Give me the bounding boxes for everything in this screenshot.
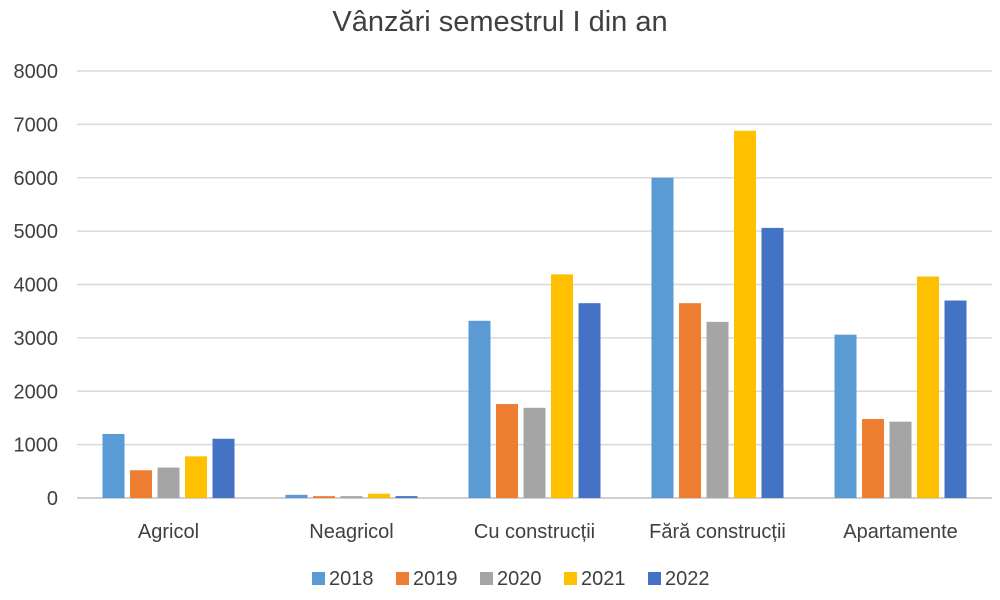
y-tick-label: 3000 <box>14 328 59 350</box>
bar-2019 <box>313 496 335 498</box>
chart-title: Vânzări semestrul I din an <box>332 6 668 38</box>
legend-swatch <box>480 572 493 585</box>
legend-swatch <box>396 572 409 585</box>
x-category-label: Apartamente <box>843 521 958 543</box>
y-tick-label: 4000 <box>14 275 59 297</box>
x-axis-category-labels: Agricol Neagricol Cu construcții Fără const… <box>138 521 958 543</box>
y-tick-label: 7000 <box>14 114 59 136</box>
x-category-label: Cu construcții <box>474 521 595 543</box>
bar-2020 <box>340 496 363 498</box>
bar-2020 <box>157 467 180 498</box>
x-category-label: Neagricol <box>309 521 393 543</box>
bar-2021 <box>368 493 390 498</box>
bar-2018 <box>102 433 125 498</box>
bar-2019 <box>496 404 518 498</box>
legend-label: 2019 <box>413 568 458 590</box>
bar-2019 <box>862 419 884 498</box>
legend-label: 2021 <box>581 568 626 590</box>
legend-label: 2018 <box>329 568 374 590</box>
y-tick-label: 6000 <box>14 168 59 190</box>
bar-2019 <box>679 303 701 498</box>
bar-2021 <box>734 130 756 498</box>
y-axis-tick-labels: 0 1000 2000 3000 4000 5000 6000 7000 8000 <box>14 61 59 510</box>
bar-2018 <box>834 334 857 498</box>
bar-2021 <box>185 456 207 498</box>
legend-swatch <box>564 572 577 585</box>
y-tick-label: 2000 <box>14 381 59 403</box>
legend-label: 2020 <box>497 568 542 590</box>
bar-2020 <box>706 321 729 498</box>
legend-swatch <box>312 572 325 585</box>
bar-2022 <box>578 303 601 498</box>
legend-swatch <box>648 572 661 585</box>
bar-2019 <box>130 470 152 498</box>
legend-label: 2022 <box>665 568 710 590</box>
bar-2018 <box>651 177 674 498</box>
bar-2022 <box>761 227 784 499</box>
bar-2020 <box>523 407 546 498</box>
x-category-label: Fără construcții <box>649 521 786 543</box>
bar-2020 <box>889 421 912 498</box>
y-tick-label: 0 <box>47 488 58 510</box>
bars <box>102 130 967 499</box>
bar-2022 <box>212 438 235 498</box>
x-category-label: Agricol <box>138 521 199 543</box>
y-tick-label: 8000 <box>14 61 59 83</box>
bar-2021 <box>551 274 573 498</box>
bar-2018 <box>468 320 491 498</box>
legend: 2018 2019 2020 2021 2022 <box>312 568 710 590</box>
bar-2022 <box>395 496 418 498</box>
bar-2022 <box>944 300 967 498</box>
bar-2018 <box>285 494 308 498</box>
y-tick-label: 1000 <box>14 435 59 457</box>
y-tick-label: 5000 <box>14 221 59 243</box>
bar-2021 <box>917 276 939 498</box>
